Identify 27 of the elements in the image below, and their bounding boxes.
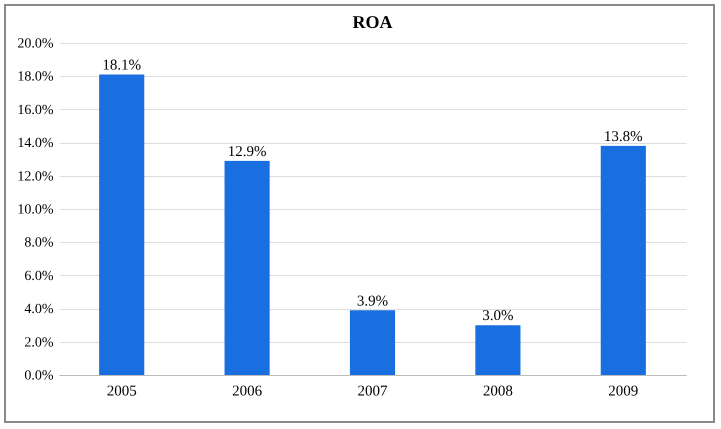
y-tick-label: 2.0% — [24, 335, 54, 350]
y-tick-label: 18.0% — [17, 70, 54, 85]
x-tick-label: 2007 — [358, 384, 388, 400]
x-tick-label: 2005 — [106, 384, 137, 400]
y-tick-label: 10.0% — [17, 202, 54, 218]
y-tick-label: 12.0% — [17, 169, 54, 184]
bar — [475, 325, 520, 375]
y-tick-label: 4.0% — [24, 302, 54, 318]
data-label: 3.9% — [356, 293, 388, 310]
data-label: 12.9% — [228, 144, 266, 160]
y-tick-label: 8.0% — [24, 236, 54, 251]
x-tick-label: 2006 — [232, 384, 263, 400]
data-label: 13.8% — [604, 128, 643, 145]
data-label: 18.1% — [102, 58, 142, 74]
bar — [600, 146, 646, 375]
x-tick-label: 2008 — [482, 384, 513, 400]
bar — [99, 74, 144, 375]
bar — [350, 310, 396, 375]
data-label: 3.0% — [482, 308, 514, 324]
y-tick-label: 6.0% — [24, 268, 54, 284]
x-tick-label: 2009 — [608, 384, 638, 400]
y-tick-label: 14.0% — [17, 136, 54, 152]
y-tick-label: 20.0% — [17, 36, 54, 52]
chart-title: ROA — [352, 12, 392, 32]
y-tick-label: 16.0% — [17, 102, 54, 118]
bar — [224, 160, 270, 375]
y-tick-label: 0.0% — [24, 368, 54, 384]
